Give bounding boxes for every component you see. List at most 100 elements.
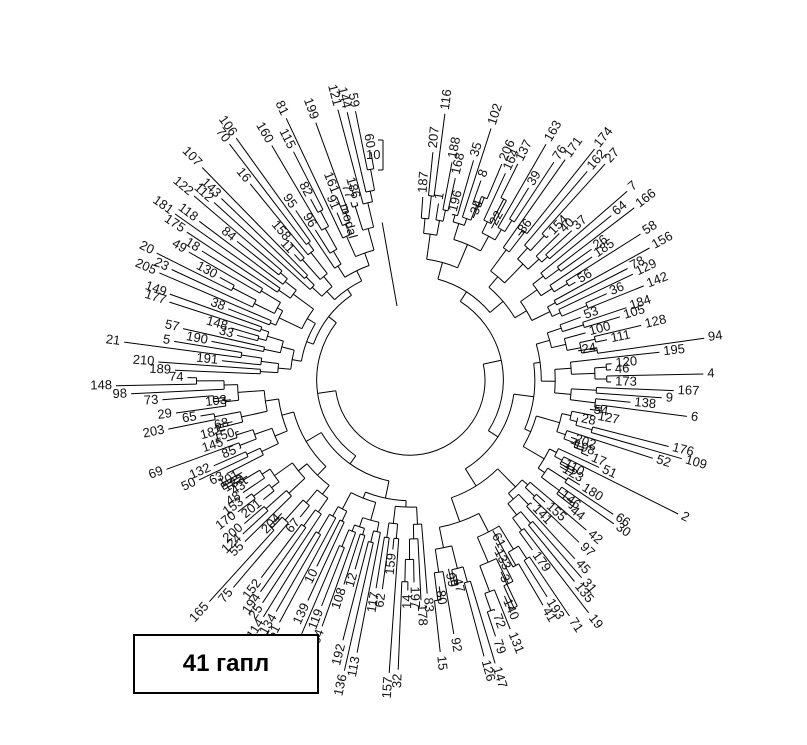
leaf-label: 26 <box>590 231 611 252</box>
leaf-branch <box>237 498 256 513</box>
internal-branch <box>254 303 275 314</box>
leaf-branch <box>558 448 600 468</box>
internal-branch <box>270 322 277 326</box>
leaf-branch <box>540 215 612 274</box>
leaf-label: 149 <box>143 277 168 298</box>
leaf-branch <box>587 285 644 309</box>
leaf-branch <box>570 351 660 363</box>
clade-arc <box>540 272 546 280</box>
leaf-label: 202 <box>573 431 598 452</box>
leaf-branch <box>315 122 349 211</box>
internal-branch <box>323 276 333 287</box>
leaf-branch <box>518 563 544 606</box>
clade-arc <box>213 413 216 420</box>
leaf-label: 14 <box>399 594 414 609</box>
clade-arc <box>265 331 270 341</box>
leaf-label: 34 <box>467 198 486 217</box>
leaf-branch <box>557 491 575 504</box>
leaf-label: 119 <box>305 607 327 632</box>
internal-branch <box>540 288 553 297</box>
leaf-label: 191 <box>196 350 219 367</box>
internal-branch <box>386 522 390 538</box>
clade-arc <box>452 213 458 217</box>
internal-branch <box>530 235 545 251</box>
leaf-branch <box>557 207 635 268</box>
leaf-branch <box>597 337 705 354</box>
leaf-label: 186 <box>343 175 364 200</box>
leaf-branch <box>343 533 361 585</box>
internal-branch <box>274 430 288 437</box>
internal-branch <box>367 228 375 251</box>
leaf-label: 6 <box>690 408 699 424</box>
leaf-branch <box>216 421 233 426</box>
leaf-branch <box>162 395 214 401</box>
internal-branch <box>567 347 581 351</box>
internal-branch <box>265 398 279 402</box>
internal-branch <box>451 569 456 586</box>
clade-arc <box>317 209 324 213</box>
clade-arc <box>312 294 352 345</box>
internal-branch <box>579 338 596 344</box>
clade-arc <box>293 411 327 467</box>
leaf-branch <box>500 163 519 198</box>
clade-arc <box>435 219 444 222</box>
leaf-branch <box>388 538 400 673</box>
leaf-label: 23 <box>152 254 171 274</box>
internal-branch <box>302 259 321 280</box>
internal-branch <box>370 530 374 543</box>
clade-arc <box>329 248 338 254</box>
clade-arc <box>275 310 284 326</box>
leaf-branch <box>585 293 608 304</box>
clade-arc <box>439 512 480 528</box>
internal-branch <box>489 301 504 313</box>
leaf-label: 142 <box>644 268 670 290</box>
leaf-branch <box>159 272 272 322</box>
leaf-label: 115 <box>276 126 299 151</box>
leaf-branch <box>290 241 305 259</box>
internal-branch <box>332 250 342 265</box>
internal-branch <box>434 549 440 573</box>
leaf-label: 176 <box>671 439 696 459</box>
leaf-label: 95 <box>280 190 301 210</box>
leaf-branch <box>581 452 589 457</box>
internal-branch <box>514 310 527 319</box>
internal-branch <box>284 499 304 521</box>
leaf-branch <box>601 404 687 417</box>
leaf-branch <box>536 493 546 503</box>
internal-branch <box>265 490 287 509</box>
leaf-branch <box>236 241 280 276</box>
leaf-branch <box>193 195 283 272</box>
clade-arc <box>549 285 555 293</box>
leaf-label: 190 <box>185 328 209 347</box>
internal-branch <box>351 524 355 532</box>
leaf-branch <box>260 523 302 579</box>
clade-arc <box>388 522 398 525</box>
leaf-branch <box>433 113 446 197</box>
leaf-branch <box>221 360 261 366</box>
leaf-branch <box>529 481 587 531</box>
leaf-branch <box>275 534 322 612</box>
leaf-label: 43 <box>228 477 248 497</box>
internal-branch <box>324 227 338 250</box>
leaf-branch <box>526 148 595 234</box>
leaf-label: 36 <box>607 278 626 298</box>
clade-arc <box>307 249 315 256</box>
internal-branch <box>556 493 573 507</box>
leaf-branch <box>549 190 628 260</box>
leaf-branch <box>307 521 345 601</box>
leaf-branch <box>595 339 608 343</box>
internal-branch <box>513 393 534 398</box>
internal-branch <box>278 367 291 370</box>
leaf-label: 168 <box>448 151 467 175</box>
leaf-branch <box>316 519 341 567</box>
leaf-branch <box>198 456 249 481</box>
internal-branch <box>488 430 499 438</box>
internal-branch <box>575 424 593 431</box>
leaf-branch <box>420 196 424 219</box>
leaf-branch <box>463 582 485 657</box>
internal-branch <box>241 354 262 359</box>
leaf-branch <box>392 538 395 550</box>
leaf-label: 67 <box>282 515 303 536</box>
leaf-label: 5 <box>162 331 172 347</box>
internal-branch <box>551 343 566 349</box>
